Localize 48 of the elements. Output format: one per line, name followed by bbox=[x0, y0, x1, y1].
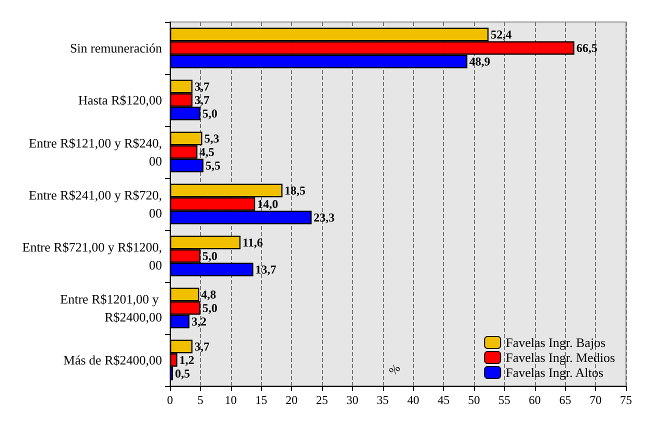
data-label: 66,5 bbox=[576, 41, 598, 55]
data-label: 4,5 bbox=[199, 145, 214, 159]
x-tick-label: 30 bbox=[346, 393, 358, 407]
legend-label: Favelas Ingr. Medios bbox=[506, 350, 616, 365]
data-label: 3,7 bbox=[194, 93, 210, 107]
data-label: 52,4 bbox=[490, 27, 512, 42]
x-tick-label: 75 bbox=[620, 393, 632, 407]
y-tick-label: Sin remuneración bbox=[70, 40, 162, 56]
data-label: 3,7 bbox=[194, 339, 210, 354]
data-label: 4,8 bbox=[201, 287, 216, 302]
x-tick-label: 65 bbox=[559, 393, 572, 407]
data-label: 5,0 bbox=[202, 249, 218, 263]
x-tick-label: 0 bbox=[167, 393, 173, 407]
data-label: 5,0 bbox=[202, 106, 218, 121]
y-tick-label: Hasta R$120,00 bbox=[78, 92, 162, 108]
y-tick-label: Entre R$721,00 y R$1200,00 bbox=[22, 240, 162, 272]
x-tick-label: 10 bbox=[224, 393, 237, 407]
x-tick-label: 5 bbox=[197, 393, 204, 407]
y-tick-label: Entre R$121,00 y R$240,00 bbox=[28, 136, 162, 168]
data-label: 5,3 bbox=[204, 131, 220, 146]
x-tick-label: 45 bbox=[438, 393, 450, 407]
data-label: 18,5 bbox=[284, 183, 306, 198]
y-tick-label: Entre R$1201,00 y R$2400,00 bbox=[60, 292, 162, 324]
x-tick-label: 40 bbox=[407, 393, 420, 407]
x-tick-label: 20 bbox=[286, 393, 298, 407]
data-label: 14,0 bbox=[257, 197, 278, 211]
data-label: 5,0 bbox=[202, 301, 218, 315]
x-tick-label: 70 bbox=[590, 393, 602, 407]
y-tick-label: Más de R$2400,00 bbox=[63, 352, 162, 368]
legend-label: Favelas Ingr. Bajos bbox=[506, 335, 606, 350]
data-label: 13,7 bbox=[255, 262, 276, 277]
x-tick-label: 55 bbox=[498, 393, 510, 407]
x-tick-label: 15 bbox=[255, 393, 268, 407]
data-label: 11,6 bbox=[242, 235, 263, 250]
x-tick-label: 50 bbox=[468, 393, 480, 407]
data-label: 0,5 bbox=[175, 366, 190, 381]
x-axis-title: % bbox=[386, 361, 403, 378]
data-label: 48,9 bbox=[469, 54, 490, 69]
data-label: 23,3 bbox=[314, 210, 335, 225]
data-label: 3,2 bbox=[191, 314, 206, 329]
data-label: 3,7 bbox=[194, 79, 210, 94]
x-tick-label: 60 bbox=[528, 393, 541, 407]
legend-label: Favelas Ingr. Altos bbox=[506, 365, 604, 380]
x-tick-label: 25 bbox=[316, 393, 328, 407]
y-tick-label: Entre R$241,00 y R$720,00 bbox=[28, 188, 162, 220]
data-label: 1,2 bbox=[179, 353, 194, 367]
data-label: 5,5 bbox=[205, 158, 220, 173]
x-tick-label: 35 bbox=[376, 393, 389, 407]
